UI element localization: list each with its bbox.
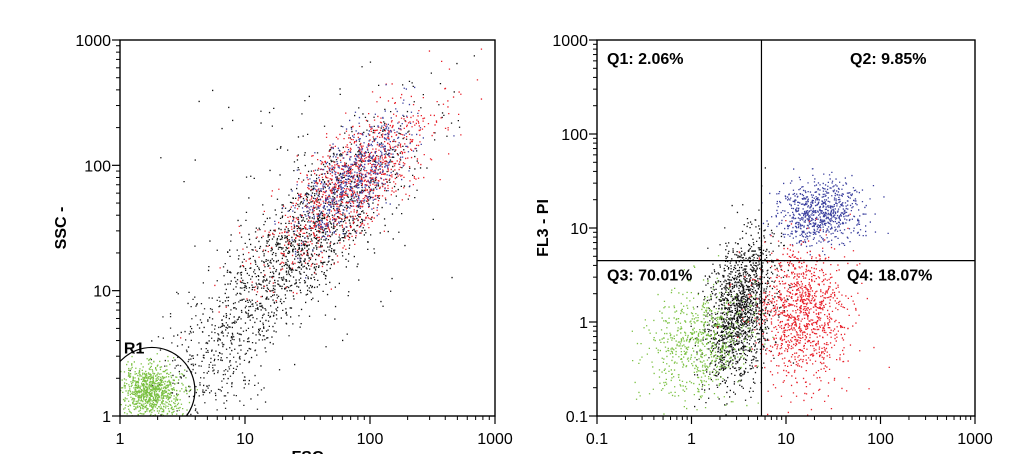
x-tick-label: 1: [116, 431, 125, 448]
x-tick-label: 10: [777, 431, 795, 448]
x-axis-title: FSC: [292, 449, 324, 454]
x-tick-label: 10: [236, 431, 254, 448]
y-tick-label: 10: [570, 221, 588, 238]
plot-frame: [596, 39, 976, 417]
plot-frame: [119, 39, 496, 417]
y-tick-label: 1: [102, 409, 111, 426]
y-tick-label: 1: [579, 315, 588, 332]
y-axis-title: SSC -: [53, 207, 70, 250]
x-tick-label: 100: [357, 431, 384, 448]
x-tick-label: 0.1: [586, 431, 608, 448]
population-1: [152, 55, 475, 404]
y-tick-label: 100: [561, 127, 588, 144]
quadrant-label-1: Q1: 2.06%: [607, 51, 683, 68]
y-tick-label: 10: [93, 284, 111, 301]
quadrant-label-2: Q2: 9.85%: [850, 51, 926, 68]
x-tick-label: 1000: [957, 431, 993, 448]
y-axis-title: FL3 - PI: [535, 199, 552, 257]
plot-2: Q1: 2.06% Q2: 9.85% Q3: 70.01% Q4: 18.07% 0.…: [535, 33, 993, 448]
population-2: [631, 255, 797, 415]
gate-label: R1: [124, 340, 145, 357]
population-6: [120, 351, 198, 416]
y-tick-label: 1000: [75, 33, 111, 50]
gate-r1: [120, 346, 196, 416]
quadrant-label-4: Q4: 18.07%: [847, 268, 932, 285]
population-2: [180, 48, 483, 339]
population-1: [689, 167, 795, 416]
y-tick-label: 0.1: [566, 409, 588, 426]
quadrant-label-3: Q3: 70.01%: [607, 268, 692, 285]
x-tick-label: 1000: [477, 431, 513, 448]
population-3: [761, 168, 889, 256]
x-tick-label: 1: [687, 431, 696, 448]
plot-1: R1 1 10 100 1000 1 10 100 1000 SSC - FSC: [53, 33, 513, 454]
x-tick-label: 100: [867, 431, 894, 448]
y-tick-label: 1000: [552, 33, 588, 50]
y-tick-label: 100: [84, 158, 111, 175]
